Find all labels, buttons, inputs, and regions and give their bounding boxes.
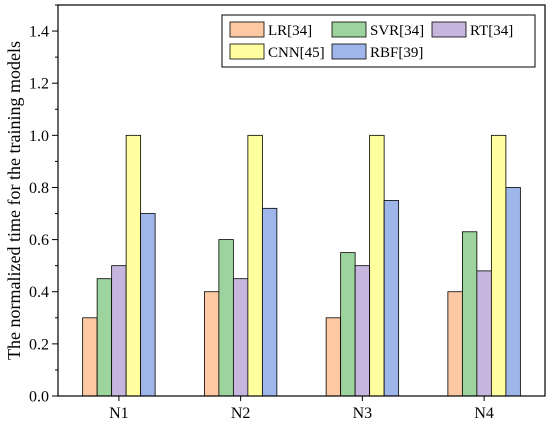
bar-rbf-39-n1 bbox=[140, 213, 156, 397]
bar-rbf-39-n4 bbox=[505, 187, 521, 397]
bar-cnn-45-n1 bbox=[125, 134, 142, 397]
bar-svr-34-n4 bbox=[461, 231, 478, 397]
y-tick-label: 0.6 bbox=[29, 232, 49, 249]
legend-swatch-rt-34- bbox=[431, 21, 467, 38]
bar-cnn-45-n4 bbox=[490, 134, 507, 397]
bar-rt-34-n4 bbox=[476, 270, 492, 397]
y-tick-label: 1.0 bbox=[29, 128, 49, 145]
legend-label-rbf-39-: RBF[39] bbox=[370, 45, 423, 61]
y-tick-label: 0.2 bbox=[29, 336, 49, 353]
y-axis-label: The normalized time for the training mod… bbox=[4, 41, 24, 360]
legend-swatch-cnn-45- bbox=[229, 43, 265, 60]
legend-label-rt-34-: RT[34] bbox=[470, 23, 513, 39]
bar-rt-34-n1 bbox=[111, 265, 127, 397]
legend-swatch-lr-34- bbox=[229, 21, 265, 38]
x-tick-label: N2 bbox=[231, 405, 251, 422]
bar-lr-34-n1 bbox=[82, 317, 98, 397]
bar-rt-34-n2 bbox=[232, 278, 249, 397]
legend-label-cnn-45-: CNN[45] bbox=[268, 45, 325, 61]
y-tick-label: 1.2 bbox=[29, 76, 49, 93]
legend-swatch-rbf-39- bbox=[331, 43, 367, 60]
bar-svr-34-n3 bbox=[340, 252, 356, 397]
bar-rbf-39-n3 bbox=[383, 200, 400, 397]
bar-svr-34-n2 bbox=[218, 239, 234, 397]
plot-frame bbox=[57, 4, 546, 397]
bar-lr-34-n2 bbox=[203, 291, 220, 397]
legend-label-lr-34-: LR[34] bbox=[268, 23, 312, 39]
y-tick-label: 0.4 bbox=[29, 284, 49, 301]
bar-svr-34-n1 bbox=[96, 278, 113, 397]
y-tick-label: 0.8 bbox=[29, 180, 49, 197]
bar-rt-34-n3 bbox=[354, 265, 371, 397]
legend-box bbox=[221, 14, 536, 68]
legend-swatch-svr-34- bbox=[331, 21, 367, 38]
bar-lr-34-n4 bbox=[447, 291, 463, 397]
y-tick-label: 0.0 bbox=[29, 389, 49, 406]
axes-group: N1 N2 N3 N4 0.0 0.2 0.4 0.6 0.8 1.0 1.2 1.4 bbox=[29, 4, 546, 422]
legend: LR[34] SVR[34] RT[34] CNN[45] RBF[39] bbox=[221, 14, 536, 68]
bar-lr-34-n3 bbox=[325, 317, 342, 397]
x-tick-label: N3 bbox=[353, 405, 373, 422]
bar-cnn-45-n3 bbox=[369, 134, 385, 397]
bar-rbf-39-n2 bbox=[261, 207, 278, 397]
x-tick-label: N1 bbox=[109, 405, 129, 422]
x-tick-label: N4 bbox=[474, 405, 494, 422]
bar-cnn-45-n2 bbox=[247, 134, 263, 397]
bars-group bbox=[82, 134, 521, 397]
y-tick-label: 1.4 bbox=[29, 24, 49, 41]
legend-label-svr-34-: SVR[34] bbox=[370, 23, 424, 39]
